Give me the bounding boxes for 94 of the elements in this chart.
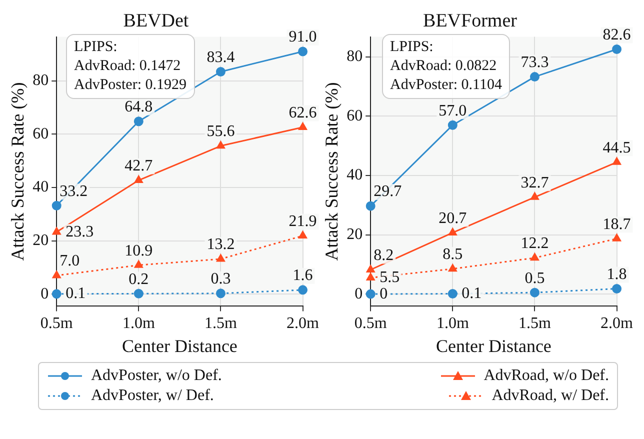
point <box>366 264 375 272</box>
point <box>52 227 61 235</box>
point <box>298 122 307 130</box>
data-label: 82.6 <box>602 26 631 44</box>
x-tick-label: 1.0m <box>122 315 156 332</box>
data-label: 42.7 <box>124 158 153 175</box>
y-axis-title: Attack Success Rate (%) <box>322 82 342 261</box>
point <box>530 253 539 261</box>
y-tick-label: 0 <box>354 285 363 302</box>
data-label: 0 <box>380 285 388 302</box>
point <box>134 260 143 268</box>
y-tick-label: 0 <box>40 285 49 302</box>
y-tick-label: 60 <box>346 107 363 124</box>
data-label: 8.2 <box>374 246 394 264</box>
x-tick-label: 0.5m <box>354 315 388 332</box>
chart-title: BEVFormer <box>423 10 518 32</box>
data-label: 5.5 <box>380 268 400 286</box>
x-tick-label: 0.5m <box>40 315 74 332</box>
data-label: 33.2 <box>60 182 88 200</box>
point <box>366 289 376 299</box>
point <box>612 284 622 294</box>
point <box>134 288 144 298</box>
point <box>216 288 226 298</box>
point <box>216 66 226 76</box>
x-tick-label: 2.0m <box>600 315 634 332</box>
chart-title: BEVDet <box>123 10 190 32</box>
annotation: LPIPS: AdvRoad: 0.0822 AdvPoster: 0.1104 <box>382 34 510 99</box>
data-label: 20.7 <box>438 210 467 227</box>
y-tick-label: 40 <box>346 166 363 184</box>
point <box>448 228 457 236</box>
y-tick-label: 20 <box>346 226 363 243</box>
data-label: 64.8 <box>124 98 153 116</box>
point <box>530 72 540 82</box>
data-label: 73.3 <box>520 54 549 72</box>
data-label: 7.0 <box>60 252 80 270</box>
point <box>612 157 621 165</box>
data-label: 62.6 <box>288 104 317 122</box>
point <box>298 285 308 295</box>
data-label: 0.2 <box>128 270 149 288</box>
point <box>134 176 143 184</box>
point <box>216 141 225 149</box>
data-label: 57.0 <box>438 102 467 120</box>
y-tick-label: 40 <box>32 178 49 196</box>
x-tick-label: 1.5m <box>204 315 238 332</box>
point <box>52 289 62 299</box>
data-label: 0.1 <box>66 285 86 302</box>
point <box>530 192 539 200</box>
data-label: 0.3 <box>210 270 231 288</box>
point <box>52 270 61 278</box>
y-tick-label: 20 <box>32 232 49 250</box>
point <box>530 288 540 298</box>
data-label: 29.7 <box>374 183 402 200</box>
data-label: 0.5 <box>524 270 545 287</box>
data-label: 23.3 <box>66 223 94 240</box>
data-label: 55.6 <box>206 123 235 140</box>
legend-label: AdvRoad, w/ Def. <box>492 387 609 405</box>
data-label: 12.2 <box>520 235 549 252</box>
legend-label: AdvPoster, w/o Def. <box>91 367 222 385</box>
legend-label: AdvRoad, w/o Def. <box>484 367 609 385</box>
y-axis-title: Attack Success Rate (%) <box>8 82 28 261</box>
x-tick-label: 2.0m <box>286 315 320 332</box>
y-tick-label: 60 <box>32 125 49 142</box>
point <box>298 231 307 239</box>
point <box>448 264 457 272</box>
data-label: 91.0 <box>288 28 317 46</box>
legend-label: AdvPoster, w/ Def. <box>91 387 214 405</box>
data-label: 13.2 <box>206 236 235 254</box>
x-axis-title: Center Distance <box>436 336 552 356</box>
annotation: LPIPS: AdvRoad: 0.1472 AdvPoster: 0.1929 <box>66 34 194 99</box>
point <box>134 116 144 126</box>
point <box>448 289 458 299</box>
point <box>612 44 622 54</box>
data-label: 0.1 <box>462 284 482 302</box>
data-label: 1.6 <box>292 267 313 284</box>
point <box>448 120 458 130</box>
point <box>366 273 375 280</box>
data-label: 18.7 <box>602 216 631 233</box>
x-tick-label: 1.0m <box>436 315 470 332</box>
point <box>612 234 621 242</box>
data-label: 8.5 <box>442 246 463 264</box>
data-label: 83.4 <box>206 48 235 66</box>
x-axis-title: Center Distance <box>122 336 238 356</box>
x-tick-label: 1.5m <box>518 315 552 332</box>
data-label: 32.7 <box>520 174 549 192</box>
point <box>216 254 225 262</box>
data-label: 10.9 <box>124 242 153 260</box>
y-tick-label: 80 <box>346 48 363 66</box>
y-tick-label: 80 <box>32 72 49 90</box>
data-label: 44.5 <box>602 139 631 156</box>
point <box>366 201 376 211</box>
point <box>52 200 62 210</box>
data-label: 21.9 <box>288 212 317 230</box>
point <box>298 46 308 56</box>
data-label: 1.8 <box>606 266 627 283</box>
